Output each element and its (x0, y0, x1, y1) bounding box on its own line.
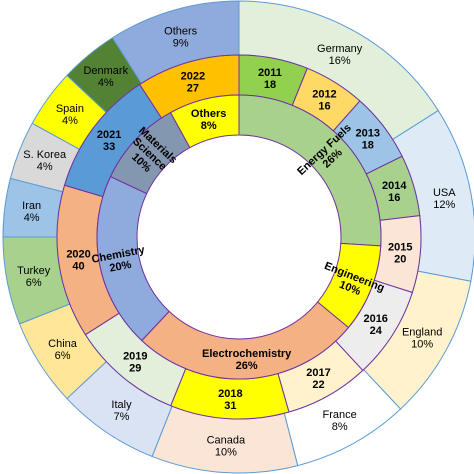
middle-label-2014: 2014 16 (382, 180, 407, 204)
middle-ring-years (56, 54, 422, 420)
middle-label-2012: 2012 16 (312, 88, 336, 112)
outer-label-s-korea: S. Korea 4% (23, 149, 67, 173)
outer-label-china: China 6% (48, 338, 78, 362)
outer-label-canada: Canada 10% (207, 435, 246, 459)
outer-label-england: England 10% (402, 327, 442, 351)
middle-label-2016: 2016 24 (363, 313, 387, 337)
middle-label-2022: 2022 27 (181, 71, 205, 95)
outer-label-germany: Germany 16% (317, 43, 363, 67)
outer-label-iran: Iran 4% (22, 200, 41, 224)
outer-label-denmark: Denmark 4% (83, 65, 128, 89)
middle-label-2021: 2021 33 (97, 129, 121, 153)
outer-label-france: France 8% (323, 409, 357, 433)
inner-ring-fields (96, 94, 382, 380)
middle-label-2013: 2013 18 (356, 128, 380, 152)
middle-label-2017: 2017 22 (306, 367, 330, 391)
middle-label-2019: 2019 29 (123, 350, 147, 374)
middle-label-2015: 2015 20 (388, 242, 412, 266)
inner-label-others: Others 8% (191, 108, 226, 132)
inner-label-electrochemistry: Electrochemistry 26% (202, 348, 292, 372)
outer-label-italy: Italy 7% (111, 399, 132, 423)
middle-label-2011: 2011 18 (258, 67, 282, 91)
outer-label-spain: Spain 4% (56, 103, 84, 127)
outer-label-others: Others 9% (164, 25, 198, 49)
middle-label-2020: 2020 40 (66, 248, 90, 272)
outer-label-usa: USA 12% (433, 187, 456, 211)
chart-labels: Germany 16% USA 12% England 10% France 8% Canada… (17, 25, 456, 458)
inner-slice-others (169, 94, 240, 149)
middle-label-2018: 2018 31 (218, 388, 242, 412)
outer-label-turkey: Turkey 6% (17, 265, 51, 289)
